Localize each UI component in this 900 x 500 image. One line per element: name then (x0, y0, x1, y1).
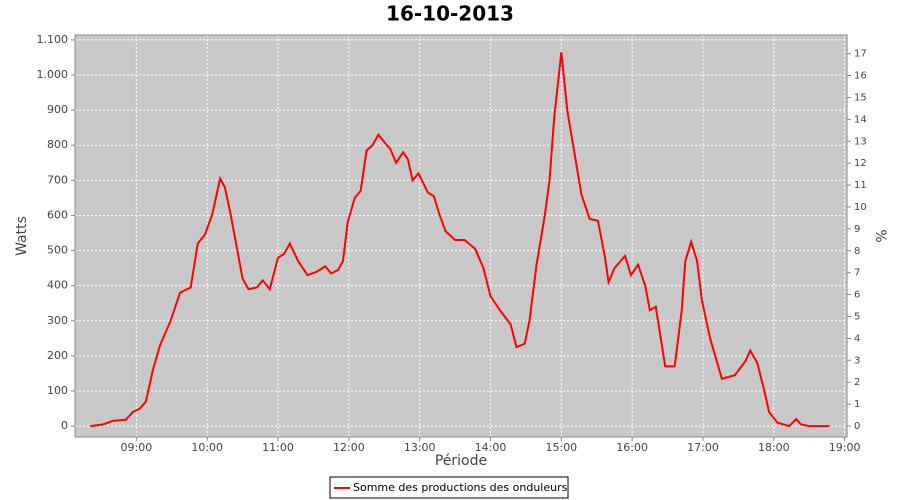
y2-tick-label: 1 (854, 399, 860, 410)
plot-border (74, 34, 848, 438)
x-tick-label: 19:00 (829, 441, 861, 454)
line-series (90, 52, 830, 428)
legend-box (329, 476, 569, 499)
y2-tick-label: 14 (854, 114, 867, 125)
y2-tick-label: 15 (854, 92, 867, 103)
y2-tick-label: 10 (854, 202, 867, 213)
y2-tick-label: 4 (854, 333, 860, 344)
y-tick-label: 600 (47, 208, 68, 221)
x-tick-label: 15:00 (545, 441, 577, 454)
y-tick-label: 700 (47, 173, 68, 186)
x-axis-label: Période (435, 453, 487, 469)
x-tick-label: 14:00 (475, 441, 507, 454)
y2-tick-label: 8 (854, 246, 860, 257)
y-tick-label: 900 (47, 103, 68, 116)
y2-tick-label: 0 (854, 421, 860, 432)
y2-tick-label: 7 (854, 268, 860, 279)
y-tick-label: 0 (61, 419, 68, 432)
x-tick-label: 16:00 (616, 441, 648, 454)
x-tick-label: 12:00 (333, 441, 365, 454)
legend-label: Somme des productions des onduleurs (353, 481, 568, 494)
y2-tick-label: 3 (854, 355, 860, 366)
x-tick-label: 18:00 (758, 441, 790, 454)
x-tick-label: 11:00 (262, 441, 294, 454)
y2-tick-label: 2 (854, 377, 860, 388)
y-tick-label: 800 (47, 138, 68, 151)
y-axis-label: Watts (14, 216, 30, 256)
x-tick-label: 09:00 (121, 441, 153, 454)
y-tick-label: 200 (47, 349, 68, 362)
y2-tick-label: 17 (854, 49, 867, 60)
chart-title: 16-10-2013 (386, 2, 514, 26)
x-tick-label: 13:00 (404, 441, 436, 454)
y-tick-label: 1.000 (37, 68, 69, 81)
y2-tick-label: 5 (854, 312, 860, 323)
y2-tick-label: 13 (854, 136, 867, 147)
y2-tick-label: 6 (854, 290, 860, 301)
y2-tick-label: 16 (854, 71, 867, 82)
y2-tick-label: 9 (854, 224, 860, 235)
y2-tick-label: 12 (854, 158, 867, 169)
y-tick-label: 400 (47, 279, 68, 292)
y-tick-label: 300 (47, 314, 68, 327)
y-tick-label: 1.100 (37, 33, 69, 46)
x-tick-label: 17:00 (687, 441, 719, 454)
y-tick-label: 500 (47, 244, 68, 257)
y-tick-label: 100 (47, 384, 68, 397)
x-tick-label: 10:00 (191, 441, 223, 454)
y2-axis-label: % (872, 229, 888, 242)
y2-tick-label: 11 (854, 180, 867, 191)
